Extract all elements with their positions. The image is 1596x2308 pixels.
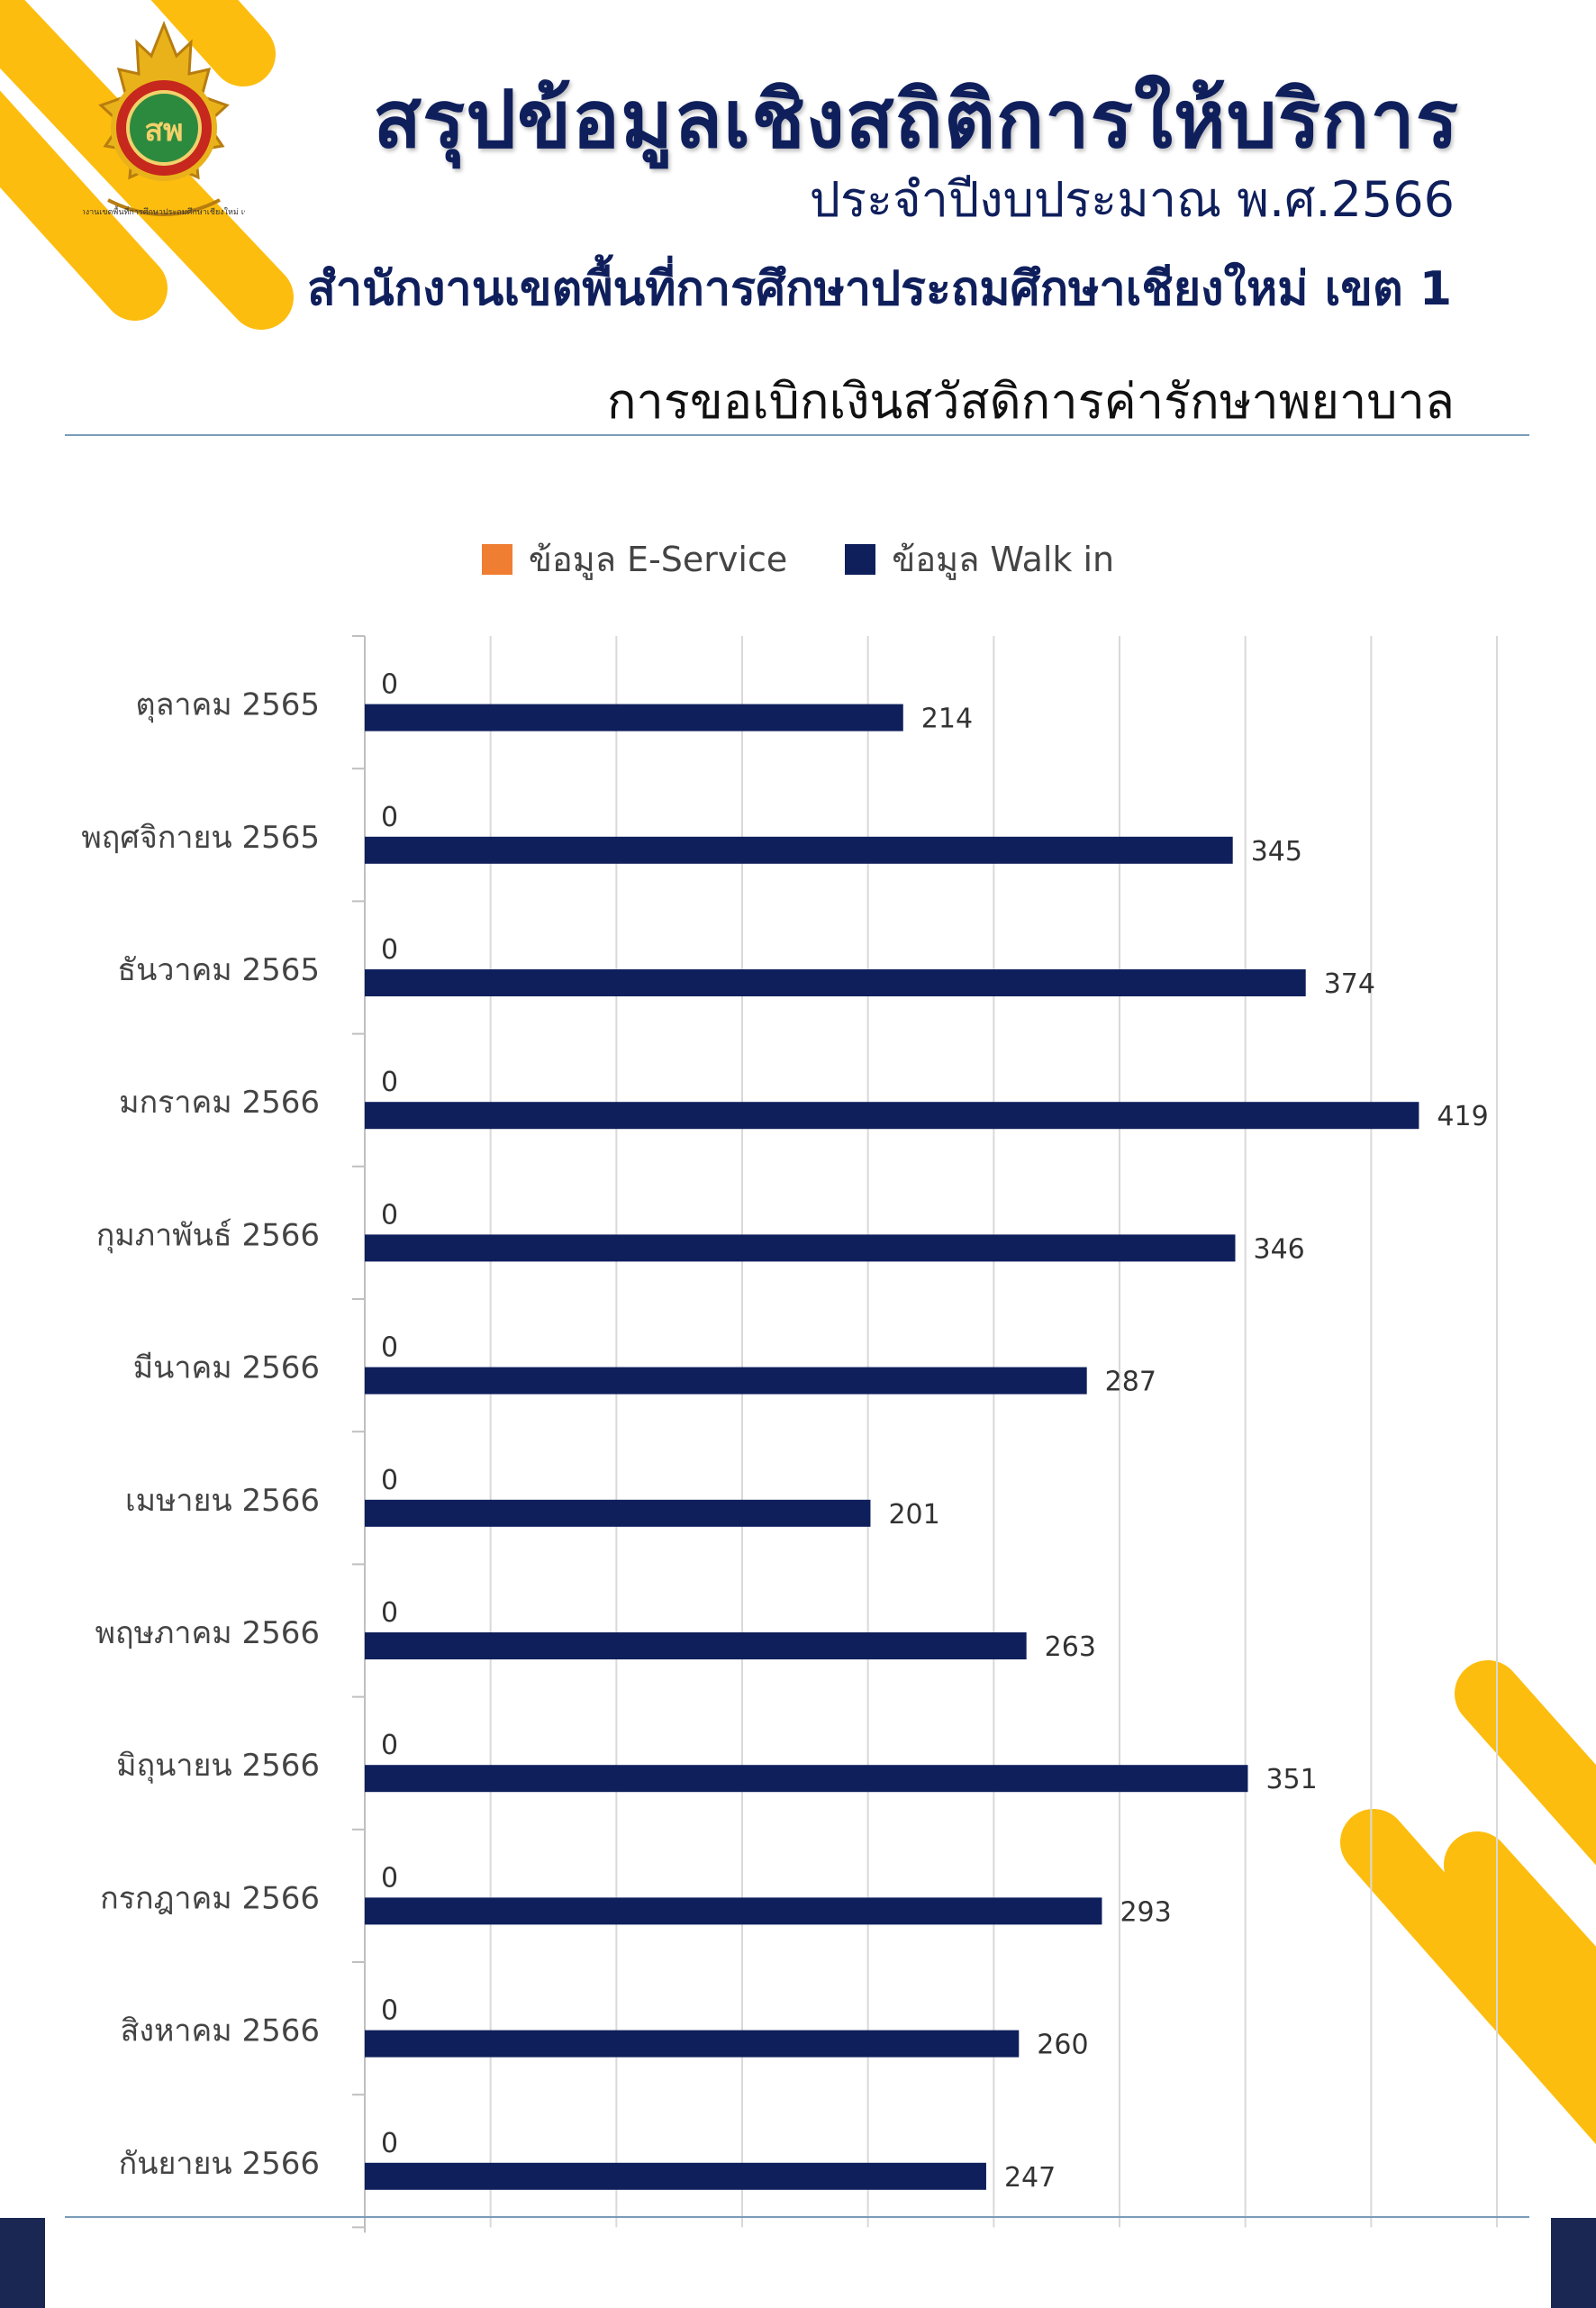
data-label-eservice: 0	[381, 669, 398, 701]
bar-walkin	[365, 2030, 1020, 2058]
bar-walkin	[365, 969, 1306, 996]
legend-item-walkin: ข้อมูล Walk in	[845, 532, 1114, 586]
data-label-eservice: 0	[381, 1597, 398, 1629]
legend-swatch-walkin	[845, 543, 876, 575]
section-title: การขอเบิกเงินสวัสดิการค่ารักษาพยาบาล	[606, 373, 1455, 430]
category-label: พฤศจิกายน 2565	[81, 820, 320, 856]
category-label: กันยายน 2566	[119, 2146, 320, 2182]
category-label: ตุลาคม 2565	[136, 687, 321, 723]
data-label-eservice: 0	[381, 1465, 398, 1496]
corner-block-right	[1551, 2218, 1596, 2308]
legend-label-eservice: ข้อมูล E-Service	[528, 540, 788, 579]
legend-label-walkin: ข้อมูล Walk in	[892, 540, 1115, 579]
page-title: สรุปข้อมูลเชิงสถิติการให้บริการ	[373, 73, 1459, 166]
category-label: มิถุนายน 2566	[116, 1748, 320, 1784]
category-label: สิงหาคม 2566	[121, 2013, 320, 2049]
data-label-walkin: 247	[1004, 2162, 1056, 2194]
svg-text:สำนักงานเขตพื้นที่การศึกษาประถ: สำนักงานเขตพื้นที่การศึกษาประถมศึกษาเชีย…	[83, 205, 245, 217]
legend-item-eservice: ข้อมูล E-Service	[481, 532, 788, 586]
data-label-walkin: 260	[1037, 2030, 1088, 2061]
data-label-eservice: 0	[381, 934, 398, 966]
data-label-walkin: 345	[1251, 836, 1302, 868]
category-label: พฤษภาคม 2566	[95, 1615, 320, 1651]
bar-walkin	[365, 1234, 1236, 1262]
data-label-walkin: 419	[1437, 1101, 1488, 1132]
data-label-walkin: 214	[921, 704, 973, 735]
bar-walkin	[365, 2162, 986, 2190]
category-label: มีนาคม 2566	[133, 1350, 320, 1386]
data-label-walkin: 346	[1253, 1233, 1304, 1265]
bar-walkin	[365, 1897, 1102, 1925]
chart-legend: ข้อมูล E-Service ข้อมูล Walk in	[0, 532, 1596, 586]
bar-walkin	[365, 1367, 1087, 1395]
data-label-eservice: 0	[381, 1862, 398, 1894]
category-label: ธันวาคม 2565	[117, 952, 320, 988]
fiscal-year-subtitle: ประจำปีงบประมาณ พ.ศ.2566	[809, 171, 1455, 228]
bar-walkin	[365, 836, 1233, 864]
category-label: มกราคม 2566	[119, 1085, 320, 1121]
obec-logo: สพ สำนักงานเขตพื้นที่การศึกษาประถมศึกษาเ…	[83, 20, 245, 217]
data-label-eservice: 0	[381, 1730, 398, 1761]
data-label-walkin: 351	[1265, 1764, 1317, 1795]
header-divider	[65, 434, 1529, 436]
data-label-walkin: 374	[1324, 968, 1375, 1000]
data-label-walkin: 287	[1105, 1367, 1156, 1398]
footer-divider	[65, 2216, 1529, 2218]
category-label: กรกฎาคม 2566	[100, 1880, 320, 1916]
bar-walkin	[365, 1499, 871, 1527]
data-label-eservice: 0	[381, 2128, 398, 2159]
corner-block-left	[0, 2218, 45, 2308]
data-label-eservice: 0	[381, 1067, 398, 1098]
data-label-eservice: 0	[381, 1995, 398, 2027]
category-label: เมษายน 2566	[125, 1483, 320, 1519]
category-label: กุมภาพันธ์ 2566	[96, 1217, 320, 1253]
svg-text:สพ: สพ	[144, 113, 183, 149]
organization-name: สำนักงานเขตพื้นที่การศึกษาประถมศึกษาเชีย…	[307, 262, 1452, 316]
bar-walkin	[365, 1632, 1027, 1659]
data-label-eservice: 0	[381, 1199, 398, 1231]
data-label-walkin: 263	[1045, 1631, 1096, 1663]
data-label-eservice: 0	[381, 1332, 398, 1364]
data-label-eservice: 0	[381, 802, 398, 833]
data-label-walkin: 293	[1120, 1896, 1171, 1928]
bar-walkin	[365, 704, 903, 731]
bar-walkin	[365, 1765, 1248, 1793]
bar-walkin	[365, 1102, 1419, 1130]
legend-swatch-eservice	[481, 543, 512, 575]
data-label-walkin: 201	[888, 1499, 939, 1531]
